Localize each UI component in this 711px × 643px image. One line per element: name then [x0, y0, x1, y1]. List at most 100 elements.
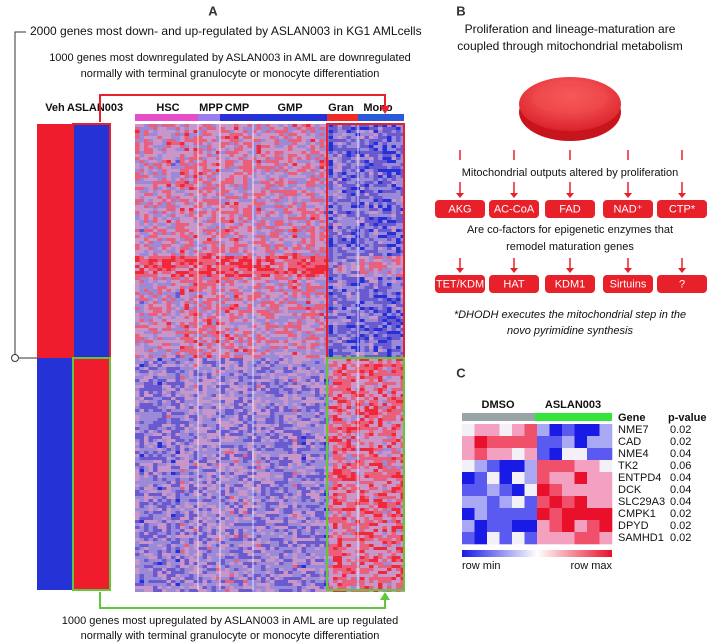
- heatmap-cell: [524, 484, 538, 497]
- heatmap: NME7 0.02 CAD 0.02 NME4 0.04 TK2 0.06 ENTPD4 0.04…: [462, 424, 691, 545]
- heatmap-cell: [512, 424, 525, 437]
- text: remodel maturation genes: [506, 241, 634, 253]
- gene: TK2: [618, 460, 638, 472]
- p-value: 0.02: [670, 424, 691, 436]
- heatmap-cell: [587, 484, 600, 497]
- gene: NME7: [618, 424, 649, 436]
- arrowhead: [510, 268, 518, 273]
- heatmap-cell: [487, 496, 500, 509]
- heatmap-cell: [487, 472, 500, 485]
- heatmap-cell: [462, 520, 475, 533]
- heatmap-cell: [474, 532, 488, 545]
- heatmap-cell: [562, 424, 575, 437]
- heatmap-cell: [499, 532, 513, 545]
- p-value: 0.02: [670, 532, 691, 544]
- box-label: FAD: [559, 203, 580, 215]
- heatmap-cell: [487, 508, 500, 521]
- heatmap-cell: [574, 532, 588, 545]
- heatmap-cell: [462, 460, 475, 473]
- heatmap-cells: [139, 124, 405, 586]
- heatmap-cell: [512, 532, 525, 545]
- arrowhead: [566, 268, 574, 273]
- heatmap-cell: [587, 532, 600, 545]
- heatmap-cell: [487, 424, 500, 437]
- heatmap-cell: [549, 436, 563, 449]
- gene: SLC29A3: [618, 496, 665, 508]
- p-value: 0.04: [670, 448, 691, 460]
- heatmap-cell: [462, 424, 475, 437]
- heatmap-cell: [562, 448, 575, 461]
- group-bar: [135, 114, 198, 121]
- box: [603, 275, 653, 293]
- legend-label: row max: [570, 560, 612, 572]
- box-label: Sirtuins: [610, 278, 647, 290]
- heatmap-cell: [524, 436, 538, 449]
- heatmap-cell: [537, 448, 550, 461]
- veh-down: [37, 358, 73, 590]
- heatmap: [135, 124, 405, 592]
- heatmap-cell: [599, 460, 613, 473]
- box-label: AKG: [448, 203, 471, 215]
- heatmap-cell: [599, 484, 613, 497]
- group-label: DMSO: [482, 399, 515, 411]
- arrow: [99, 592, 386, 609]
- gene: ENTPD4: [618, 472, 661, 484]
- heatmap-cell: [549, 424, 563, 437]
- arrowhead: [624, 193, 632, 198]
- heatmap-cell: [512, 460, 525, 473]
- heatmap-cell: [512, 436, 525, 449]
- heatmap-cell: [474, 448, 488, 461]
- heatmap-cell: [587, 436, 600, 449]
- heatmap-cell: [562, 472, 575, 485]
- heatmap-cell: [524, 520, 538, 533]
- heatmap-cell: [524, 496, 538, 509]
- header: Gene: [618, 412, 646, 424]
- arrowhead: [380, 592, 390, 600]
- heatmap-cell: [549, 460, 563, 473]
- p-value: 0.04: [670, 472, 691, 484]
- arrowhead: [624, 268, 632, 273]
- heatmap-cell: [537, 436, 550, 449]
- group-bar: [253, 114, 327, 121]
- heatmap-cell: [574, 448, 588, 461]
- heatmap-cell: [487, 532, 500, 545]
- highlight-box: [72, 357, 111, 591]
- aslan-up: [73, 358, 110, 590]
- heatmap-cell: [574, 460, 588, 473]
- group-label: MPP: [199, 102, 223, 114]
- group-label: GMP: [277, 102, 302, 114]
- gene: CMPK1: [618, 508, 656, 520]
- heatmap-cell: [512, 472, 525, 485]
- header: p-value: [668, 412, 707, 424]
- box-label: CTP*: [669, 203, 696, 215]
- note: normally with terminal granulocyte or mo…: [81, 68, 380, 80]
- box: [603, 200, 653, 218]
- group-bar: [358, 114, 404, 121]
- bracket: [14, 31, 37, 359]
- heatmap-cell: [574, 508, 588, 521]
- veh-up: [37, 124, 73, 358]
- gene: NME4: [618, 448, 649, 460]
- panel-label: A: [208, 3, 218, 18]
- heatmap-cell: [549, 472, 563, 485]
- arrowhead: [678, 193, 686, 198]
- heatmap-cell: [512, 496, 525, 509]
- box-label: TET/KDM: [436, 278, 484, 290]
- arrowhead: [510, 193, 518, 198]
- title: coupled through mitochondrial metabolism: [457, 39, 682, 53]
- heatmap-cell: [574, 484, 588, 497]
- group-bar: [327, 114, 358, 121]
- arrowhead: [456, 268, 464, 273]
- heatmap-cell: [474, 520, 488, 533]
- heatmap-cell: [549, 520, 563, 533]
- box: [489, 200, 539, 218]
- group-label: Gran: [328, 102, 354, 114]
- heatmap-cell: [499, 460, 513, 473]
- heatmap-cell: [537, 460, 550, 473]
- heatmap-cell: [599, 520, 613, 533]
- p-value: 0.02: [670, 508, 691, 520]
- heatmap-cell: [587, 472, 600, 485]
- heatmap-cell: [562, 436, 575, 449]
- box: [435, 275, 485, 293]
